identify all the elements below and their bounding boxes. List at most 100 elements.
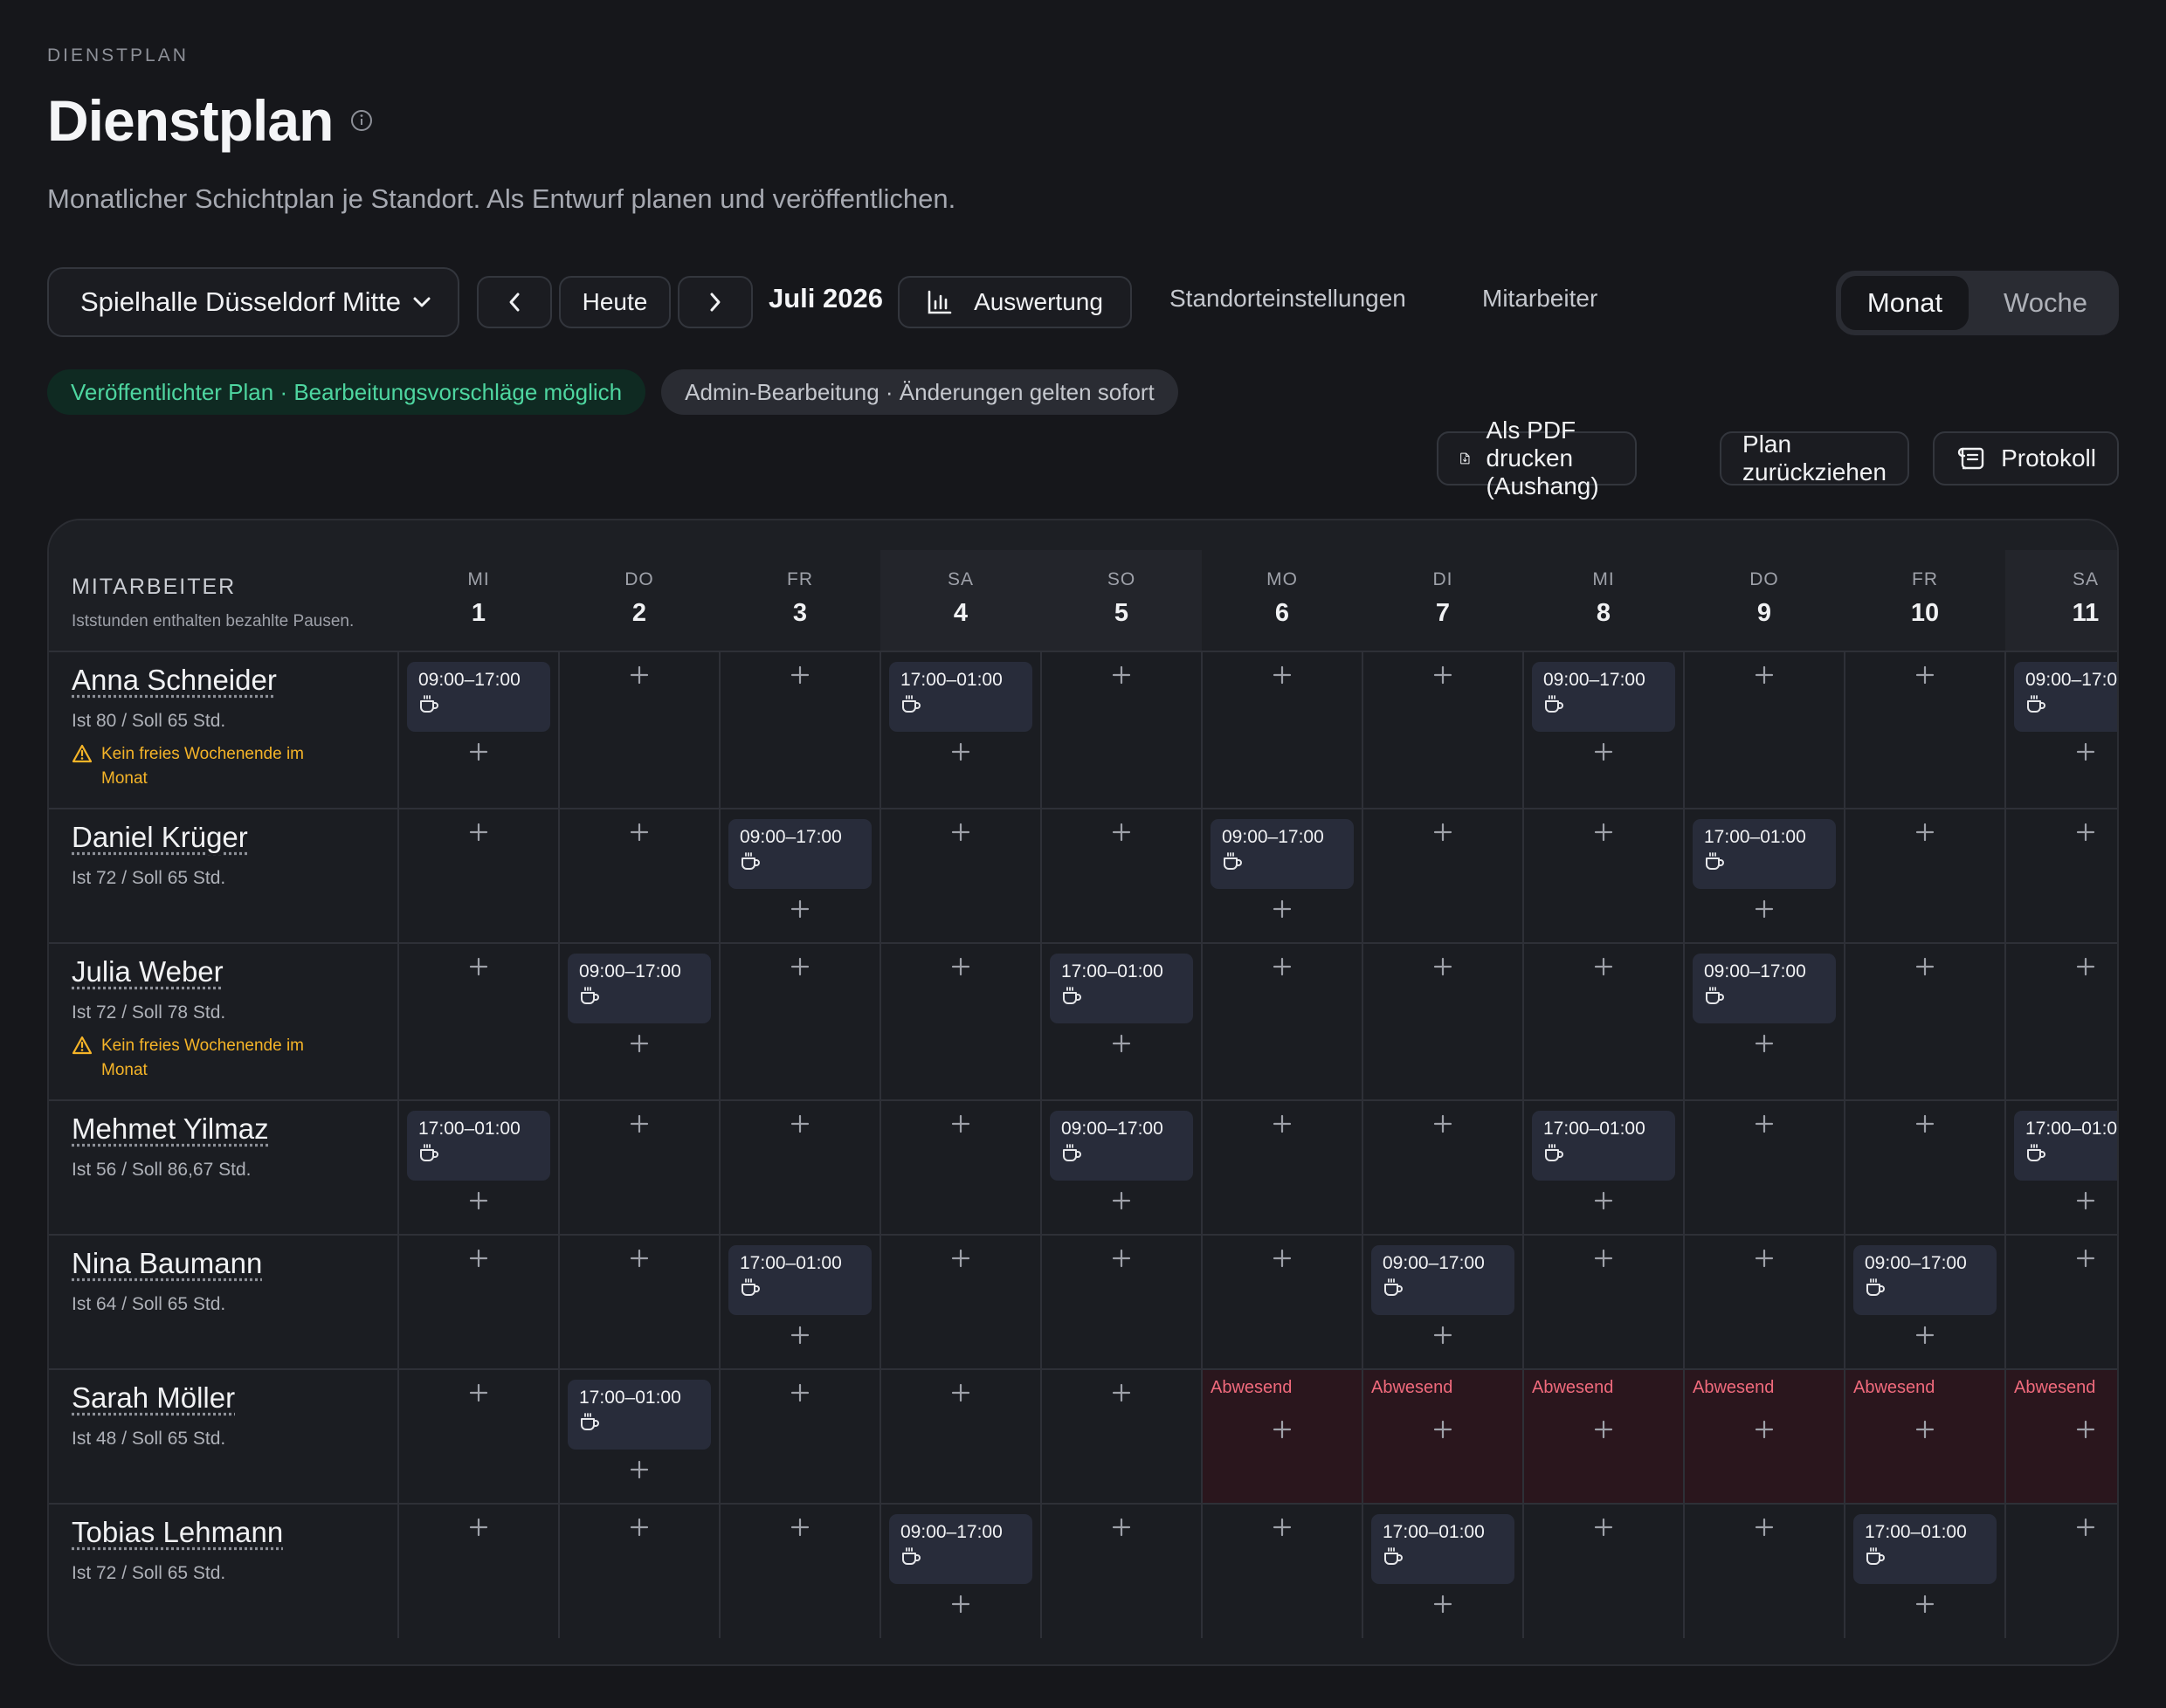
add-shift-button[interactable]	[2073, 1245, 2099, 1271]
add-shift-button[interactable]	[1269, 662, 1295, 688]
location-settings-link[interactable]: Standorteinstellungen	[1169, 285, 1406, 312]
withdraw-plan-button[interactable]: Plan zurückziehen	[1720, 430, 1909, 486]
shift-card[interactable]: 09:00–17:00	[2014, 662, 2117, 732]
analysis-button[interactable]: Auswertung	[898, 276, 1132, 328]
add-shift-button[interactable]	[1590, 739, 1617, 765]
view-week-button[interactable]: Woche	[2004, 287, 2087, 318]
prev-month-button[interactable]	[477, 276, 552, 328]
add-shift-button[interactable]	[787, 954, 813, 980]
employee-name[interactable]: Nina Baumann	[72, 1247, 263, 1279]
add-shift-button[interactable]	[466, 1380, 492, 1406]
employee-name[interactable]: Daniel Krüger	[72, 821, 248, 853]
add-shift-button[interactable]	[1912, 954, 1938, 980]
add-shift-button[interactable]	[1269, 1245, 1295, 1271]
staff-link[interactable]: Mitarbeiter	[1482, 285, 1598, 312]
add-shift-button[interactable]	[1751, 1111, 1777, 1137]
add-shift-button[interactable]	[1751, 662, 1777, 688]
add-shift-button[interactable]	[1269, 896, 1295, 922]
add-shift-button[interactable]	[1269, 1514, 1295, 1540]
add-shift-button[interactable]	[1108, 1188, 1135, 1214]
add-shift-button[interactable]	[948, 1245, 974, 1271]
add-shift-button[interactable]	[466, 954, 492, 980]
add-shift-button[interactable]	[626, 1514, 652, 1540]
shift-card[interactable]: 17:00–01:00	[1693, 819, 1836, 889]
shift-card[interactable]: 09:00–17:00	[407, 662, 550, 732]
shift-card[interactable]: 17:00–01:00	[1532, 1111, 1675, 1181]
add-shift-button[interactable]	[626, 662, 652, 688]
add-shift-button[interactable]	[1590, 1416, 1617, 1443]
add-shift-button[interactable]	[2073, 739, 2099, 765]
add-shift-button[interactable]	[1108, 1030, 1135, 1057]
employee-name[interactable]: Julia Weber	[72, 955, 224, 988]
add-shift-button[interactable]	[626, 1030, 652, 1057]
add-shift-button[interactable]	[787, 1380, 813, 1406]
add-shift-button[interactable]	[1590, 954, 1617, 980]
add-shift-button[interactable]	[948, 954, 974, 980]
shift-card[interactable]: 09:00–17:00	[1693, 954, 1836, 1023]
add-shift-button[interactable]	[1751, 1514, 1777, 1540]
add-shift-button[interactable]	[466, 1188, 492, 1214]
add-shift-button[interactable]	[1108, 1514, 1135, 1540]
shift-card[interactable]: 17:00–01:00	[568, 1380, 711, 1450]
log-button[interactable]: Protokoll	[1933, 431, 2119, 486]
shift-card[interactable]: 17:00–01:00	[1371, 1514, 1514, 1584]
add-shift-button[interactable]	[2073, 1514, 2099, 1540]
add-shift-button[interactable]	[948, 1111, 974, 1137]
add-shift-button[interactable]	[466, 1245, 492, 1271]
add-shift-button[interactable]	[787, 1111, 813, 1137]
add-shift-button[interactable]	[1108, 819, 1135, 845]
add-shift-button[interactable]	[1912, 1322, 1938, 1348]
shift-card[interactable]: 09:00–17:00	[889, 1514, 1032, 1584]
shift-card[interactable]: 09:00–17:00	[728, 819, 872, 889]
add-shift-button[interactable]	[466, 1514, 492, 1540]
shift-card[interactable]: 17:00–01:00	[889, 662, 1032, 732]
add-shift-button[interactable]	[1590, 1245, 1617, 1271]
location-select[interactable]: Spielhalle Düsseldorf Mitte	[47, 267, 459, 337]
add-shift-button[interactable]	[1912, 1111, 1938, 1137]
add-shift-button[interactable]	[2073, 819, 2099, 845]
add-shift-button[interactable]	[626, 819, 652, 845]
shift-card[interactable]: 09:00–17:00	[1853, 1245, 1997, 1315]
add-shift-button[interactable]	[2073, 1188, 2099, 1214]
shift-card[interactable]: 17:00–01:00	[728, 1245, 872, 1315]
add-shift-button[interactable]	[1108, 662, 1135, 688]
add-shift-button[interactable]	[948, 739, 974, 765]
add-shift-button[interactable]	[787, 1322, 813, 1348]
add-shift-button[interactable]	[1430, 1416, 1456, 1443]
shift-card[interactable]: 09:00–17:00	[1371, 1245, 1514, 1315]
shift-card[interactable]: 09:00–17:00	[1050, 1111, 1193, 1181]
add-shift-button[interactable]	[1751, 896, 1777, 922]
add-shift-button[interactable]	[1751, 1245, 1777, 1271]
print-pdf-button[interactable]: Als PDF drucken (Aushang)	[1436, 417, 1637, 499]
add-shift-button[interactable]	[626, 1457, 652, 1483]
add-shift-button[interactable]	[1590, 819, 1617, 845]
view-month-button[interactable]: Monat	[1841, 276, 1969, 330]
add-shift-button[interactable]	[1269, 1111, 1295, 1137]
shift-card[interactable]: 09:00–17:00	[1532, 662, 1675, 732]
add-shift-button[interactable]	[1108, 1380, 1135, 1406]
employee-name[interactable]: Anna Schneider	[72, 664, 277, 696]
add-shift-button[interactable]	[1430, 1322, 1456, 1348]
add-shift-button[interactable]	[466, 739, 492, 765]
add-shift-button[interactable]	[1108, 1245, 1135, 1271]
add-shift-button[interactable]	[1430, 1591, 1456, 1617]
shift-card[interactable]: 09:00–17:00	[1211, 819, 1354, 889]
add-shift-button[interactable]	[466, 819, 492, 845]
info-icon[interactable]	[350, 109, 373, 132]
shift-card[interactable]: 17:00–01:00	[407, 1111, 550, 1181]
add-shift-button[interactable]	[1590, 1514, 1617, 1540]
add-shift-button[interactable]	[1912, 819, 1938, 845]
today-button[interactable]: Heute	[559, 276, 671, 328]
add-shift-button[interactable]	[948, 1380, 974, 1406]
add-shift-button[interactable]	[1590, 1188, 1617, 1214]
add-shift-button[interactable]	[948, 819, 974, 845]
add-shift-button[interactable]	[1430, 662, 1456, 688]
add-shift-button[interactable]	[1430, 1111, 1456, 1137]
next-month-button[interactable]	[678, 276, 753, 328]
shift-card[interactable]: 17:00–01:00	[1853, 1514, 1997, 1584]
add-shift-button[interactable]	[1912, 1591, 1938, 1617]
shift-card[interactable]: 09:00–17:00	[568, 954, 711, 1023]
add-shift-button[interactable]	[787, 662, 813, 688]
add-shift-button[interactable]	[787, 896, 813, 922]
shift-card[interactable]: 17:00–01:00	[1050, 954, 1193, 1023]
